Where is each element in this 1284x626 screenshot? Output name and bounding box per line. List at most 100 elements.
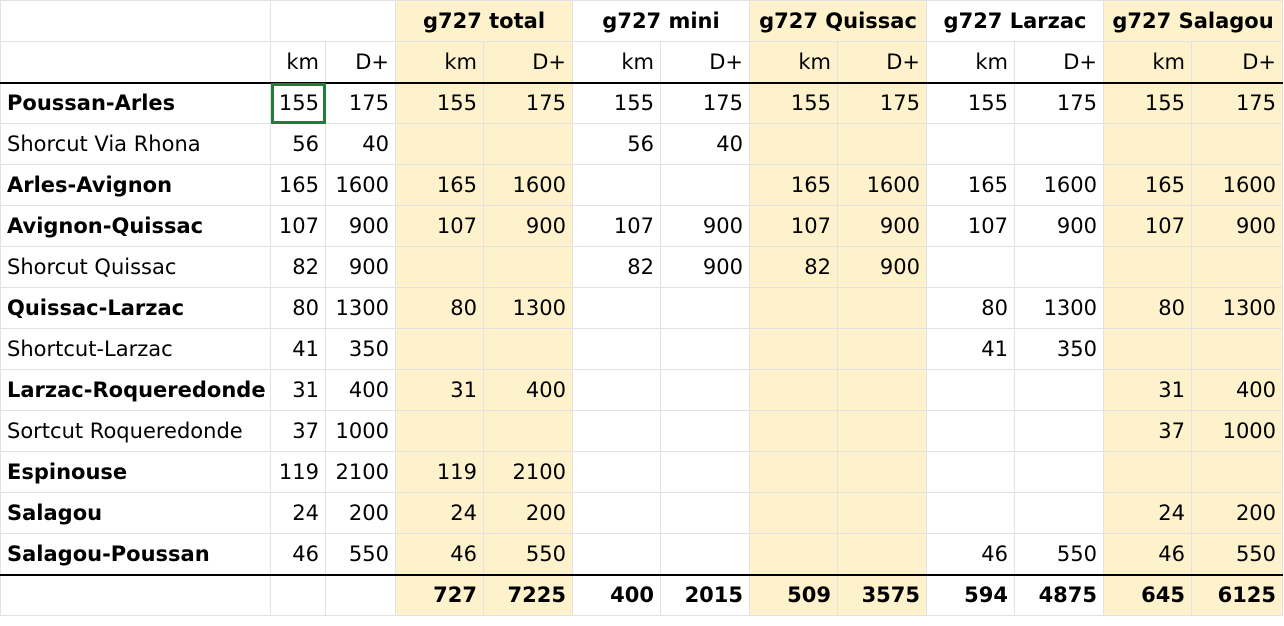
row-name-cell[interactable]: Espinouse bbox=[0, 451, 271, 493]
value-cell[interactable]: 46 bbox=[270, 533, 326, 575]
value-cell[interactable]: 155 bbox=[749, 82, 839, 124]
value-cell[interactable]: 107 bbox=[749, 205, 839, 247]
value-cell[interactable]: 900 bbox=[325, 246, 396, 288]
value-cell[interactable]: 31 bbox=[270, 369, 326, 411]
subheader-cell[interactable]: D+ bbox=[1191, 41, 1284, 84]
subheader-cell[interactable]: D+ bbox=[483, 41, 573, 84]
value-cell[interactable]: 400 bbox=[483, 369, 573, 411]
value-cell[interactable] bbox=[837, 533, 928, 575]
value-cell[interactable] bbox=[395, 123, 484, 165]
value-cell[interactable] bbox=[395, 410, 484, 452]
value-cell[interactable]: 46 bbox=[926, 533, 1016, 575]
value-cell[interactable]: 40 bbox=[325, 123, 396, 165]
value-cell[interactable] bbox=[837, 328, 928, 370]
value-cell[interactable] bbox=[1103, 328, 1193, 370]
value-cell[interactable]: 900 bbox=[837, 246, 928, 288]
value-cell[interactable]: 31 bbox=[395, 369, 484, 411]
value-cell[interactable]: 80 bbox=[395, 287, 484, 329]
value-cell[interactable] bbox=[926, 492, 1016, 534]
value-cell[interactable] bbox=[1191, 123, 1284, 165]
value-cell[interactable] bbox=[1014, 410, 1105, 452]
value-cell[interactable] bbox=[837, 123, 928, 165]
value-cell[interactable]: 2100 bbox=[483, 451, 573, 493]
value-cell[interactable]: 350 bbox=[325, 328, 396, 370]
total-cell[interactable]: 509 bbox=[749, 573, 839, 616]
subheader-cell[interactable]: km bbox=[1103, 41, 1193, 84]
value-cell[interactable]: 107 bbox=[270, 205, 326, 247]
row-name-cell[interactable]: Salagou bbox=[0, 492, 271, 534]
value-cell[interactable] bbox=[749, 287, 839, 329]
value-cell[interactable]: 1600 bbox=[325, 164, 396, 206]
value-cell[interactable] bbox=[659, 451, 751, 493]
group-header-cell[interactable]: g727 total bbox=[395, 0, 573, 42]
value-cell[interactable] bbox=[837, 287, 928, 329]
value-cell[interactable]: 175 bbox=[659, 82, 751, 124]
value-cell[interactable]: 46 bbox=[1103, 533, 1193, 575]
value-cell[interactable]: 107 bbox=[926, 205, 1016, 247]
value-cell[interactable] bbox=[659, 328, 751, 370]
cell-blank[interactable] bbox=[0, 573, 271, 616]
subheader-cell[interactable]: km bbox=[395, 41, 484, 84]
value-cell[interactable]: 24 bbox=[395, 492, 484, 534]
value-cell[interactable]: 80 bbox=[926, 287, 1016, 329]
value-cell[interactable] bbox=[1014, 246, 1105, 288]
subheader-cell[interactable]: km bbox=[572, 41, 661, 84]
value-cell[interactable]: 1600 bbox=[483, 164, 573, 206]
value-cell[interactable]: 80 bbox=[1103, 287, 1193, 329]
value-cell[interactable]: 46 bbox=[395, 533, 484, 575]
value-cell[interactable]: 31 bbox=[1103, 369, 1193, 411]
value-cell[interactable] bbox=[1014, 123, 1105, 165]
value-cell[interactable]: 82 bbox=[572, 246, 661, 288]
total-cell[interactable] bbox=[325, 573, 396, 616]
value-cell[interactable] bbox=[749, 410, 839, 452]
row-name-cell[interactable]: Arles-Avignon bbox=[0, 164, 271, 206]
value-cell[interactable]: 900 bbox=[483, 205, 573, 247]
value-cell[interactable]: 400 bbox=[1191, 369, 1284, 411]
value-cell[interactable] bbox=[659, 492, 751, 534]
selected-cell[interactable]: 155 bbox=[270, 82, 326, 124]
value-cell[interactable]: 80 bbox=[270, 287, 326, 329]
value-cell[interactable] bbox=[1103, 123, 1193, 165]
row-name-cell[interactable]: Avignon-Quissac bbox=[0, 205, 271, 247]
value-cell[interactable] bbox=[483, 123, 573, 165]
value-cell[interactable]: 1600 bbox=[1014, 164, 1105, 206]
value-cell[interactable] bbox=[837, 369, 928, 411]
row-name-cell[interactable]: Poussan-Arles bbox=[0, 82, 271, 124]
value-cell[interactable]: 900 bbox=[659, 246, 751, 288]
value-cell[interactable]: 1300 bbox=[325, 287, 396, 329]
group-header-cell[interactable]: g727 Quissac bbox=[749, 0, 928, 42]
value-cell[interactable] bbox=[659, 287, 751, 329]
subheader-cell[interactable]: D+ bbox=[325, 41, 396, 84]
total-cell[interactable]: 727 bbox=[395, 573, 484, 616]
value-cell[interactable]: 1300 bbox=[483, 287, 573, 329]
value-cell[interactable]: 119 bbox=[395, 451, 484, 493]
value-cell[interactable]: 82 bbox=[749, 246, 839, 288]
value-cell[interactable]: 900 bbox=[837, 205, 928, 247]
value-cell[interactable] bbox=[483, 328, 573, 370]
value-cell[interactable]: 175 bbox=[325, 82, 396, 124]
total-cell[interactable]: 2015 bbox=[659, 573, 751, 616]
group-header-cell[interactable] bbox=[270, 0, 396, 42]
value-cell[interactable] bbox=[572, 533, 661, 575]
value-cell[interactable] bbox=[1191, 328, 1284, 370]
value-cell[interactable] bbox=[659, 410, 751, 452]
total-cell[interactable] bbox=[270, 573, 326, 616]
value-cell[interactable]: 1600 bbox=[837, 164, 928, 206]
value-cell[interactable]: 165 bbox=[1103, 164, 1193, 206]
total-cell[interactable]: 400 bbox=[572, 573, 661, 616]
value-cell[interactable]: 200 bbox=[325, 492, 396, 534]
value-cell[interactable]: 165 bbox=[395, 164, 484, 206]
group-header-cell[interactable]: g727 Larzac bbox=[926, 0, 1105, 42]
value-cell[interactable] bbox=[1103, 451, 1193, 493]
value-cell[interactable] bbox=[1191, 246, 1284, 288]
value-cell[interactable] bbox=[572, 287, 661, 329]
value-cell[interactable] bbox=[926, 246, 1016, 288]
value-cell[interactable]: 200 bbox=[1191, 492, 1284, 534]
value-cell[interactable]: 1600 bbox=[1191, 164, 1284, 206]
value-cell[interactable]: 175 bbox=[1191, 82, 1284, 124]
group-header-cell[interactable]: g727 Salagou bbox=[1103, 0, 1284, 42]
value-cell[interactable]: 400 bbox=[325, 369, 396, 411]
value-cell[interactable]: 41 bbox=[270, 328, 326, 370]
value-cell[interactable]: 200 bbox=[483, 492, 573, 534]
value-cell[interactable] bbox=[572, 328, 661, 370]
